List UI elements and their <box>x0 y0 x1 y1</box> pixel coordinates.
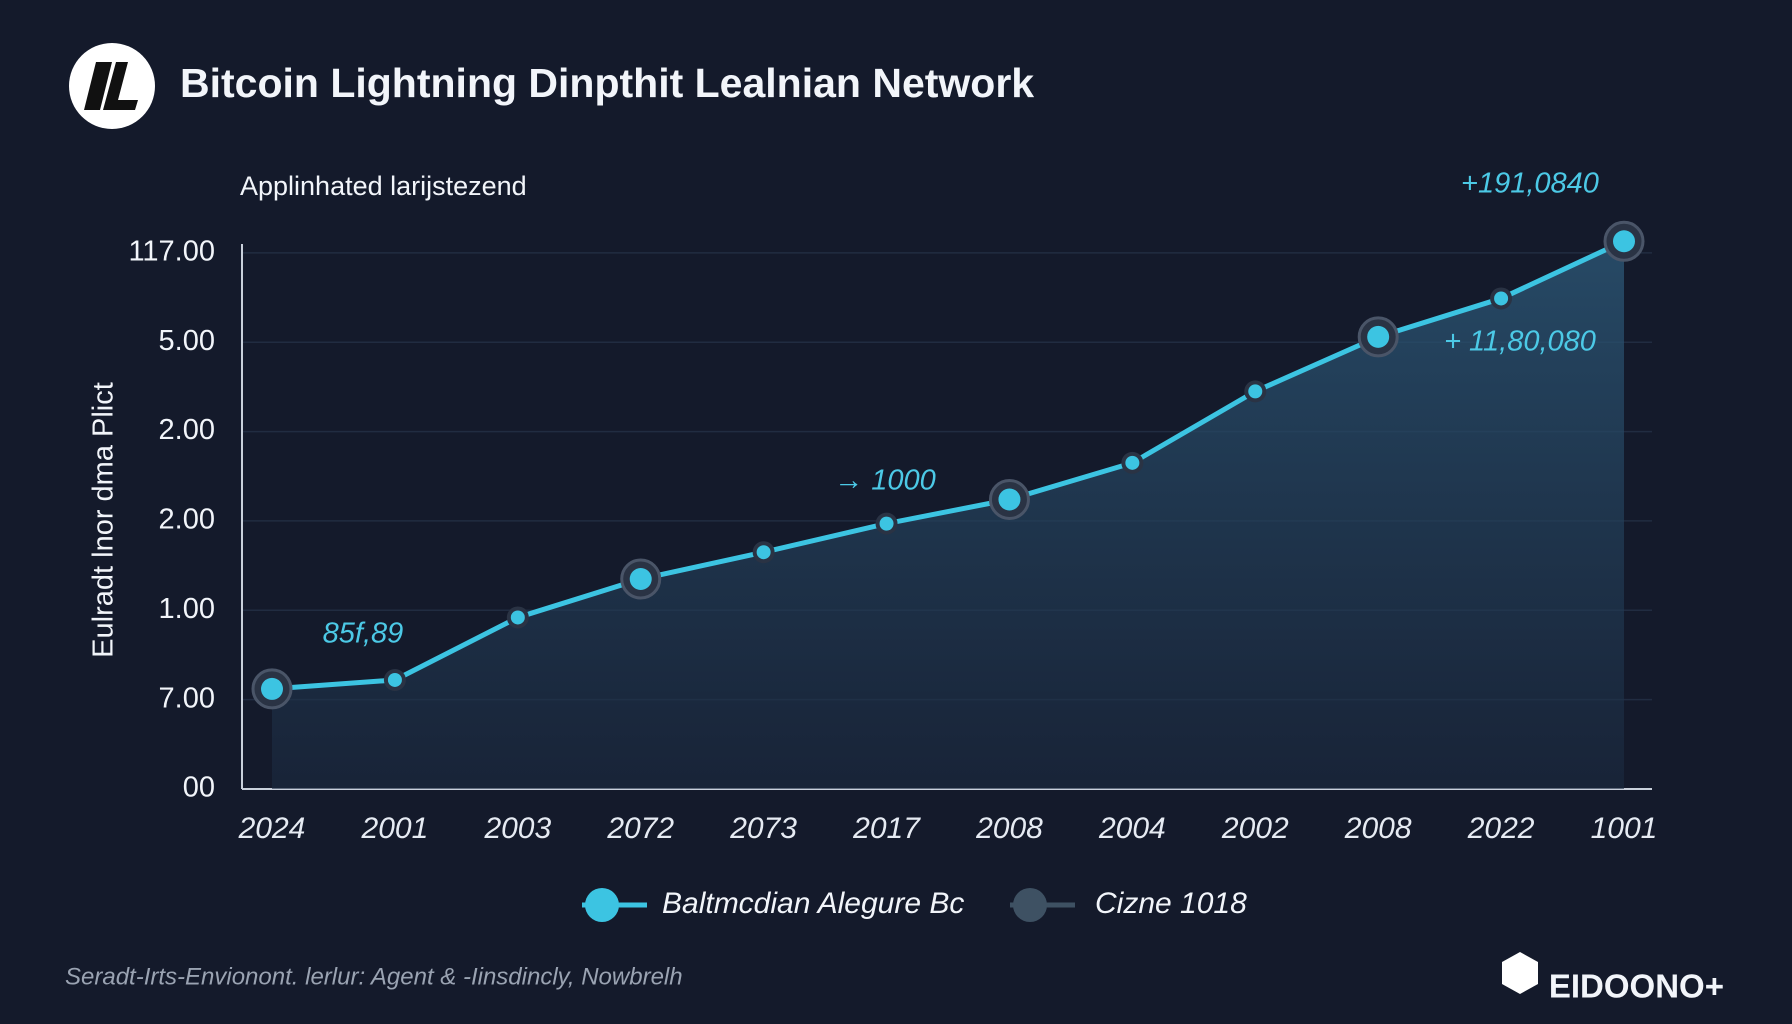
point <box>879 516 894 531</box>
point <box>387 672 402 687</box>
y-tick-label: 2.00 <box>159 504 215 536</box>
x-tick-label: 2002 <box>1221 812 1289 845</box>
annotation: → 1000 <box>834 465 936 497</box>
y-axis-label: Eulradt lnor dma Plict <box>88 382 120 658</box>
point <box>261 677 283 700</box>
legend-marker <box>585 888 619 922</box>
y-tick-label: 00 <box>183 772 215 804</box>
logo-glyph <box>84 62 138 110</box>
x-tick-label: 2004 <box>1098 812 1166 845</box>
line <box>271 238 1626 692</box>
x-tick-label: 2003 <box>483 812 551 845</box>
x-tick-label: 2022 <box>1467 812 1535 845</box>
footer: Seradt-Irts-Envionont. lerlur: Agent & -… <box>65 963 683 990</box>
annotation: + 11,80,080 <box>1444 326 1596 358</box>
x-tick-label: 2008 <box>1344 812 1412 845</box>
legend-label: Baltmcdian Alegure Bc <box>662 887 964 920</box>
legend-label: Cizne 1018 <box>1095 887 1247 920</box>
chart-title: Bitcoin Lightning Dinpthit Lealnian Netw… <box>180 60 1034 106</box>
point <box>1125 455 1140 470</box>
x-tick-label: 2001 <box>361 812 429 845</box>
y-tick-label: 5.00 <box>159 325 215 357</box>
x-tick-label: 2024 <box>238 812 306 845</box>
x-tick-label: 2008 <box>975 812 1043 845</box>
point <box>629 568 652 591</box>
point <box>510 610 525 625</box>
point <box>1494 291 1509 306</box>
legend-marker <box>1013 888 1047 922</box>
subtitle: Applinhated larijstezend <box>240 171 527 201</box>
point <box>1613 230 1635 253</box>
y-tick-label: 1.00 <box>159 593 215 625</box>
x-tick-label: 2073 <box>729 812 797 845</box>
point <box>998 488 1021 511</box>
y-tick-label: 2.00 <box>159 414 215 446</box>
x-tick-label: 2072 <box>606 812 674 845</box>
annotation: 85f,89 <box>323 618 404 650</box>
y-tick-label: 117.00 <box>128 236 215 268</box>
annotation: +191,0840 <box>1461 168 1599 200</box>
x-tick-label: 1001 <box>1591 812 1658 845</box>
x-tick-label: 2017 <box>852 812 921 845</box>
y-tick-label: 7.00 <box>159 682 215 714</box>
point <box>1248 384 1263 399</box>
point <box>1367 325 1390 348</box>
brand: EIDOONO+ <box>1549 968 1724 1005</box>
brand-logo <box>1502 952 1538 994</box>
point <box>756 545 771 560</box>
brand-icon <box>1502 952 1538 994</box>
